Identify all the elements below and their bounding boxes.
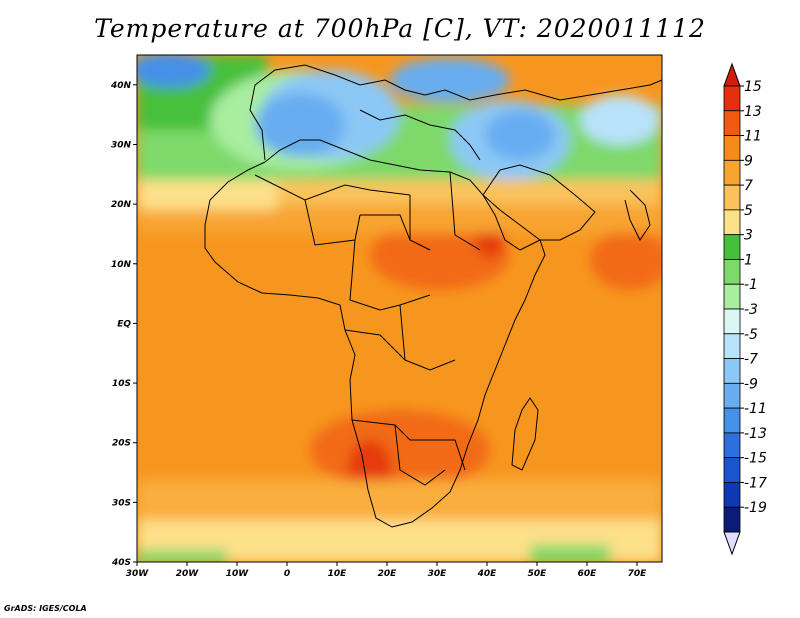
lon-tick-label: 10E xyxy=(328,569,348,579)
temperature-field xyxy=(137,55,662,562)
colorbar-label: 7 xyxy=(744,178,753,194)
colorbar-segment xyxy=(723,358,741,384)
lat-tick-label: 20S xyxy=(112,439,131,449)
colorbar-segment xyxy=(723,234,741,260)
lon-tick-label: 60E xyxy=(578,569,598,579)
colorbar-segment xyxy=(723,110,741,136)
colorbar: 15 13 11 9 7 5 3 1 -1 -3 -5 -7 -9 -11 -13 -15 -17 -19 xyxy=(723,62,767,556)
colorbar-segment xyxy=(723,308,741,335)
colorbar-top-arrow xyxy=(723,62,741,87)
lon-tick-label: 0 xyxy=(284,569,290,579)
lon-tick-label: 30W xyxy=(126,569,150,579)
colorbar-segment xyxy=(723,482,741,508)
colorbar-segment xyxy=(723,506,741,533)
lat-tick-label: 40N xyxy=(110,81,132,91)
colorbar-label: -5 xyxy=(744,327,758,343)
colorbar-label: 13 xyxy=(744,104,762,120)
colorbar-label: -19 xyxy=(744,500,767,516)
lat-tick-label: EQ xyxy=(117,319,131,329)
lon-tick-label: 20E xyxy=(378,569,398,579)
colorbar-label: 3 xyxy=(744,228,753,244)
colorbar-label: -1 xyxy=(744,277,758,293)
colorbar-segment xyxy=(723,159,741,186)
lon-tick-label: 50E xyxy=(528,569,548,579)
colorbar-label: -11 xyxy=(744,401,767,417)
colorbar-bottom-arrow xyxy=(723,531,741,556)
colorbar-segment xyxy=(723,209,741,236)
colorbar-label: -9 xyxy=(744,376,758,392)
map-title: Temperature at 700hPa [C], VT: 202001111… xyxy=(94,14,706,43)
colorbar-segment xyxy=(723,259,741,285)
lon-tick-label: 10W xyxy=(226,569,250,579)
lon-tick-label: 30E xyxy=(428,569,448,579)
colorbar-segment xyxy=(723,407,741,434)
colorbar-segment xyxy=(723,135,741,161)
colorbar-label: 11 xyxy=(744,129,762,145)
lon-tick-label: 40E xyxy=(477,569,498,579)
lat-tick-label: 30N xyxy=(111,140,132,150)
colorbar-label: -7 xyxy=(744,352,758,368)
colorbar-label: -17 xyxy=(744,475,767,491)
colorbar-segment xyxy=(723,382,741,409)
map-frame xyxy=(136,54,663,563)
colorbar-segment xyxy=(723,457,741,483)
latitude-axis: 40N 30N 20N 10N EQ 10S 20S 30S 40S xyxy=(110,81,137,568)
grads-credit: GrADS: IGES/COLA xyxy=(4,604,87,613)
colorbar-segment xyxy=(723,432,741,459)
lat-tick-label: 10N xyxy=(111,260,132,270)
lat-tick-label: 10S xyxy=(112,379,131,389)
colorbar-segment xyxy=(723,333,741,359)
colorbar-label: -13 xyxy=(744,426,767,442)
colorbar-segment xyxy=(723,283,741,310)
lon-tick-label: 70E xyxy=(628,569,648,579)
lat-tick-label: 30S xyxy=(112,498,131,508)
colorbar-label: -3 xyxy=(744,302,758,318)
lat-tick-label: 20N xyxy=(111,200,132,210)
colorbar-label: 1 xyxy=(744,252,753,268)
colorbar-label: 9 xyxy=(744,153,753,169)
lon-tick-label: 20W xyxy=(176,569,200,579)
colorbar-label: -15 xyxy=(744,451,767,467)
colorbar-segment xyxy=(723,184,741,211)
colorbar-segment xyxy=(723,85,741,112)
coastlines xyxy=(204,64,663,528)
colorbar-label: 15 xyxy=(744,79,762,95)
longitude-axis: 30W 20W 10W 0 10E 20E 30E 40E 50E 60E 70E xyxy=(126,562,647,579)
colorbar-label: 5 xyxy=(744,203,753,219)
lat-tick-label: 40S xyxy=(111,558,131,568)
